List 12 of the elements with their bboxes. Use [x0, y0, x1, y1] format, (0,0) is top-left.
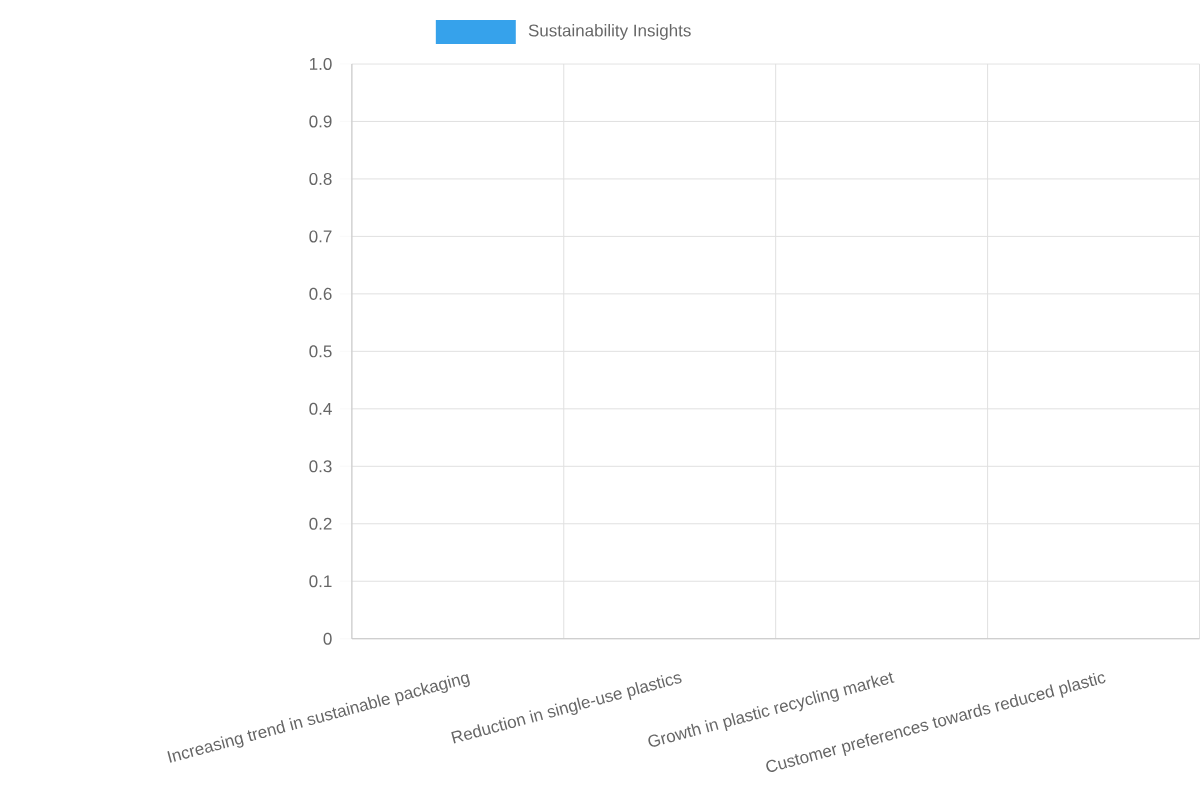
y-tick-label: 0.6 — [309, 288, 332, 301]
legend-label: Sustainability Insights — [528, 24, 691, 41]
y-tick-label: 1.0 — [310, 58, 332, 71]
y-tick-label: 0.7 — [309, 230, 332, 243]
y-tick-label: 0.3 — [309, 460, 332, 473]
y-tick-label: 0.5 — [309, 345, 332, 358]
y-tick-label: 0.1 — [309, 575, 332, 588]
y-tick-label: 0.2 — [309, 517, 332, 530]
y-tick-label: 0.9 — [309, 115, 332, 128]
y-tick-label: 0.4 — [309, 402, 332, 416]
y-tick-label: 0.8 — [309, 173, 332, 186]
y-tick-label: 0 — [323, 632, 332, 645]
